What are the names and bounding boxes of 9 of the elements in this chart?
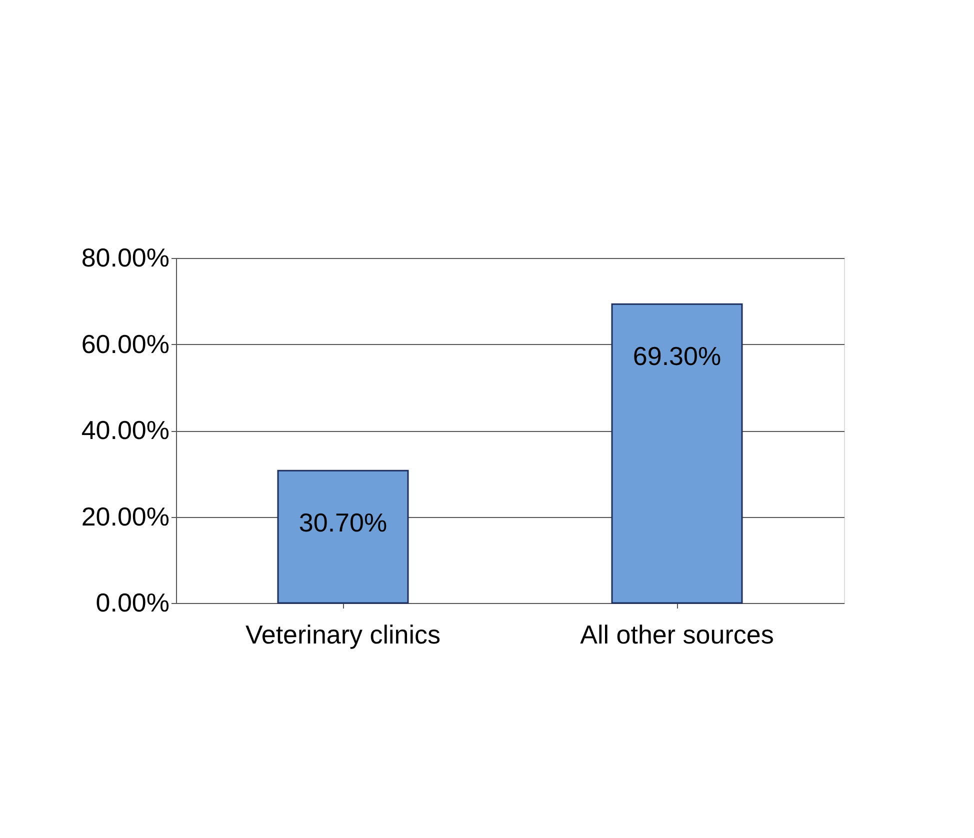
- data-label: 69.30%: [632, 341, 722, 372]
- data-label: 30.70%: [298, 508, 388, 538]
- x-tick-label: All other sources: [580, 620, 774, 650]
- y-tick-label: 20.00%: [81, 501, 170, 532]
- y-tick-label: 60.00%: [81, 328, 170, 359]
- x-tick-label: Veterinary clinics: [245, 620, 441, 650]
- y-tick-label: 40.00%: [81, 415, 170, 445]
- y-tick-label: 0.00%: [96, 588, 170, 618]
- y-tick-label: 80.00%: [81, 242, 170, 272]
